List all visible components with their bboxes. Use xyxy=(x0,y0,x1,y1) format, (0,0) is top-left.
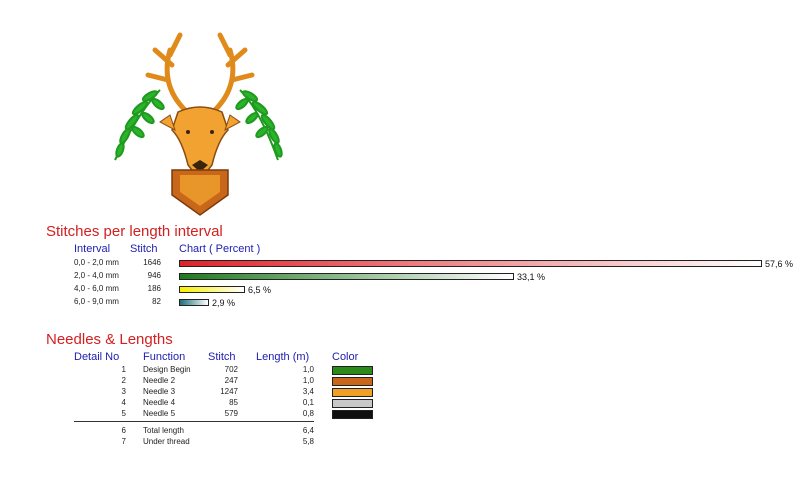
fern-left-icon xyxy=(114,89,165,161)
total-function: Total length xyxy=(143,426,184,435)
interval-stitch-count: 946 xyxy=(147,271,161,280)
total-function: Under thread xyxy=(143,437,190,446)
col-header-interval: Interval xyxy=(74,243,111,255)
needle-length: 1,0 xyxy=(302,365,314,374)
needle-function: Needle 2 xyxy=(143,376,176,385)
interval-stitch-count: 186 xyxy=(147,284,161,293)
needle-function: Design Begin xyxy=(143,365,191,374)
needle-detail-no: 5 xyxy=(121,409,126,418)
fern-right-icon xyxy=(235,89,283,161)
percent-label: 33,1 % xyxy=(517,272,546,282)
interval-stitch-count: 1646 xyxy=(143,258,161,267)
col-header-color: Color xyxy=(332,351,359,363)
needle-color-swatch xyxy=(332,399,373,408)
needle-detail-no: 3 xyxy=(121,387,126,396)
deer-head-icon xyxy=(159,106,241,182)
percent-label: 6,5 % xyxy=(248,285,272,295)
needle-color-swatch xyxy=(332,366,373,375)
col-header-chart: Chart ( Percent ) xyxy=(179,243,261,255)
needle-stitch: 579 xyxy=(224,409,238,418)
col-header-stitch-2: Stitch xyxy=(208,351,236,363)
col-header-length: Length (m) xyxy=(256,351,310,363)
plaque-icon xyxy=(171,169,229,216)
needle-length: 1,0 xyxy=(302,376,314,385)
total-detail-no: 7 xyxy=(121,437,126,446)
total-length: 6,4 xyxy=(302,426,314,435)
percent-label: 2,9 % xyxy=(212,298,236,308)
stitches-section-title: Stitches per length interval xyxy=(46,223,223,240)
antlers-icon xyxy=(145,32,255,113)
embroidery-design-image xyxy=(114,32,283,216)
needle-stitch: 702 xyxy=(224,365,238,374)
needle-stitch: 247 xyxy=(224,376,238,385)
percent-bar xyxy=(179,286,245,293)
totals-divider xyxy=(74,421,314,422)
percent-bar xyxy=(179,299,209,306)
needle-function: Needle 4 xyxy=(143,398,176,407)
needle-length: 0,8 xyxy=(302,409,314,418)
needle-color-swatch xyxy=(332,377,373,386)
needle-function: Needle 3 xyxy=(143,387,176,396)
needle-length: 3,4 xyxy=(302,387,314,396)
interval-label: 6,0 - 9,0 mm xyxy=(74,297,119,306)
percent-bar xyxy=(179,273,514,280)
percent-bar xyxy=(179,260,762,267)
needle-detail-no: 1 xyxy=(121,365,126,374)
needle-stitch: 85 xyxy=(229,398,238,407)
interval-label: 4,0 - 6,0 mm xyxy=(74,284,119,293)
interval-stitch-count: 82 xyxy=(152,297,161,306)
needle-color-swatch xyxy=(332,410,373,419)
needle-length: 0,1 xyxy=(302,398,314,407)
interval-label: 2,0 - 4,0 mm xyxy=(74,271,119,280)
needle-stitch: 1247 xyxy=(220,387,238,396)
col-header-stitch: Stitch xyxy=(130,243,158,255)
total-detail-no: 6 xyxy=(121,426,126,435)
needle-detail-no: 4 xyxy=(121,398,126,407)
interval-label: 0,0 - 2,0 mm xyxy=(74,258,119,267)
col-header-function: Function xyxy=(143,351,186,363)
percent-label: 57,6 % xyxy=(765,259,794,269)
needle-function: Needle 5 xyxy=(143,409,176,418)
col-header-detail-no: Detail No xyxy=(74,351,120,363)
needle-detail-no: 2 xyxy=(121,376,126,385)
total-length: 5,8 xyxy=(302,437,314,446)
needle-color-swatch xyxy=(332,388,373,397)
needles-section-title: Needles & Lengths xyxy=(46,331,173,348)
